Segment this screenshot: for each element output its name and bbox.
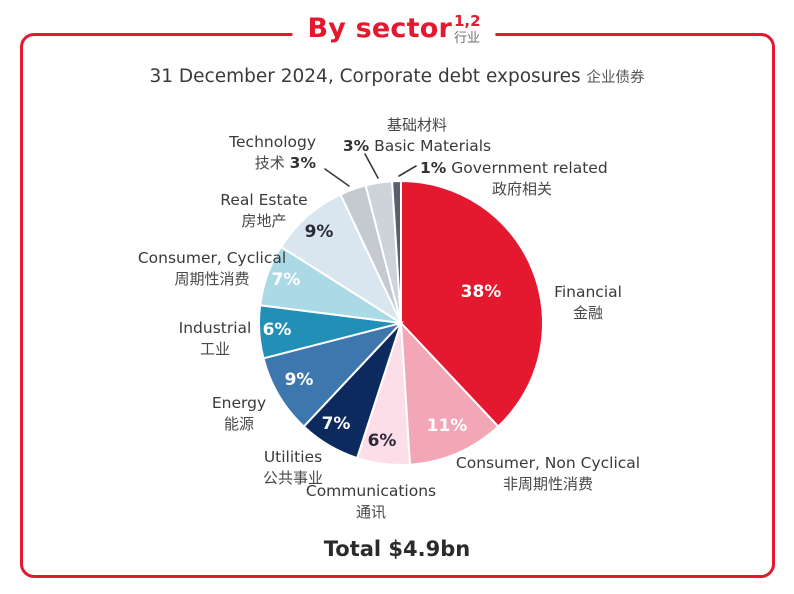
pie-slice-real-estate (279, 193, 404, 326)
pie-slices (258, 179, 544, 466)
label-technology: Technology 技术 3% (229, 133, 316, 172)
label-consumer-cyclical: Consumer, Cyclical 周期性消费 (137, 249, 287, 288)
total-label: Total $4.9bn (323, 537, 471, 561)
label-real-estate: Real Estate 房地产 (220, 191, 308, 230)
title-text: By sector (307, 13, 452, 44)
pie-slice-government-related (391, 179, 402, 324)
title-superscript: 1,2 (453, 12, 481, 30)
pie-pct-communications: 6% (367, 431, 397, 451)
leader-line-basic-materials (364, 153, 379, 179)
pie-pct-utilities: 7% (321, 414, 351, 434)
label-utilities: Utilities 公共事业 (262, 448, 324, 487)
subtitle-english: 31 December 2024, Corporate debt exposur… (149, 66, 581, 87)
basic-materials-pct: 3% (342, 137, 370, 155)
title-annotations: 1,2 行业 (453, 12, 481, 47)
label-communications: Communications 通讯 (305, 482, 437, 521)
chart-subtitle: 31 December 2024, Corporate debt exposur… (0, 66, 794, 87)
title-chinese: 行业 (453, 31, 480, 46)
leader-line-government (398, 165, 417, 177)
label-consumer-cyclical-en: Consumer, Cyclical (137, 249, 287, 267)
page-title: By sector 1,2 行业 (292, 12, 496, 47)
pie-pct-real-estate: 9% (304, 222, 334, 242)
pie-pct-industrial: 6% (262, 320, 292, 340)
pie-pct-financial: 38% (460, 282, 502, 302)
government-pct: 1% (420, 159, 447, 177)
pie-slice-energy (262, 321, 405, 428)
technology-pct: 3% (289, 154, 316, 172)
pie-slice-consumer-non-cyclical (399, 320, 500, 466)
leader-line-technology (324, 168, 350, 187)
label-industrial: Industrial 工业 (178, 319, 252, 358)
label-consumer-non-cyclical: Consumer, Non Cyclical 非周期性消费 (455, 454, 641, 493)
pie-pct-consumer-non-cyclical: 11% (426, 416, 468, 436)
pie-slice-financial (400, 179, 544, 428)
label-energy: Energy 能源 (211, 394, 267, 433)
pie-pct-energy: 9% (284, 370, 314, 390)
pie-pct-consumer-cyclical: 7% (271, 270, 301, 290)
label-government-related: 1% Government related 政府相关 (420, 159, 608, 198)
label-financial: Financial 金融 (554, 283, 622, 322)
subtitle-chinese: 企业债券 (586, 70, 645, 86)
label-basic-materials: 基础材料 3% Basic Materials (342, 116, 492, 155)
leader-lines (324, 153, 417, 187)
